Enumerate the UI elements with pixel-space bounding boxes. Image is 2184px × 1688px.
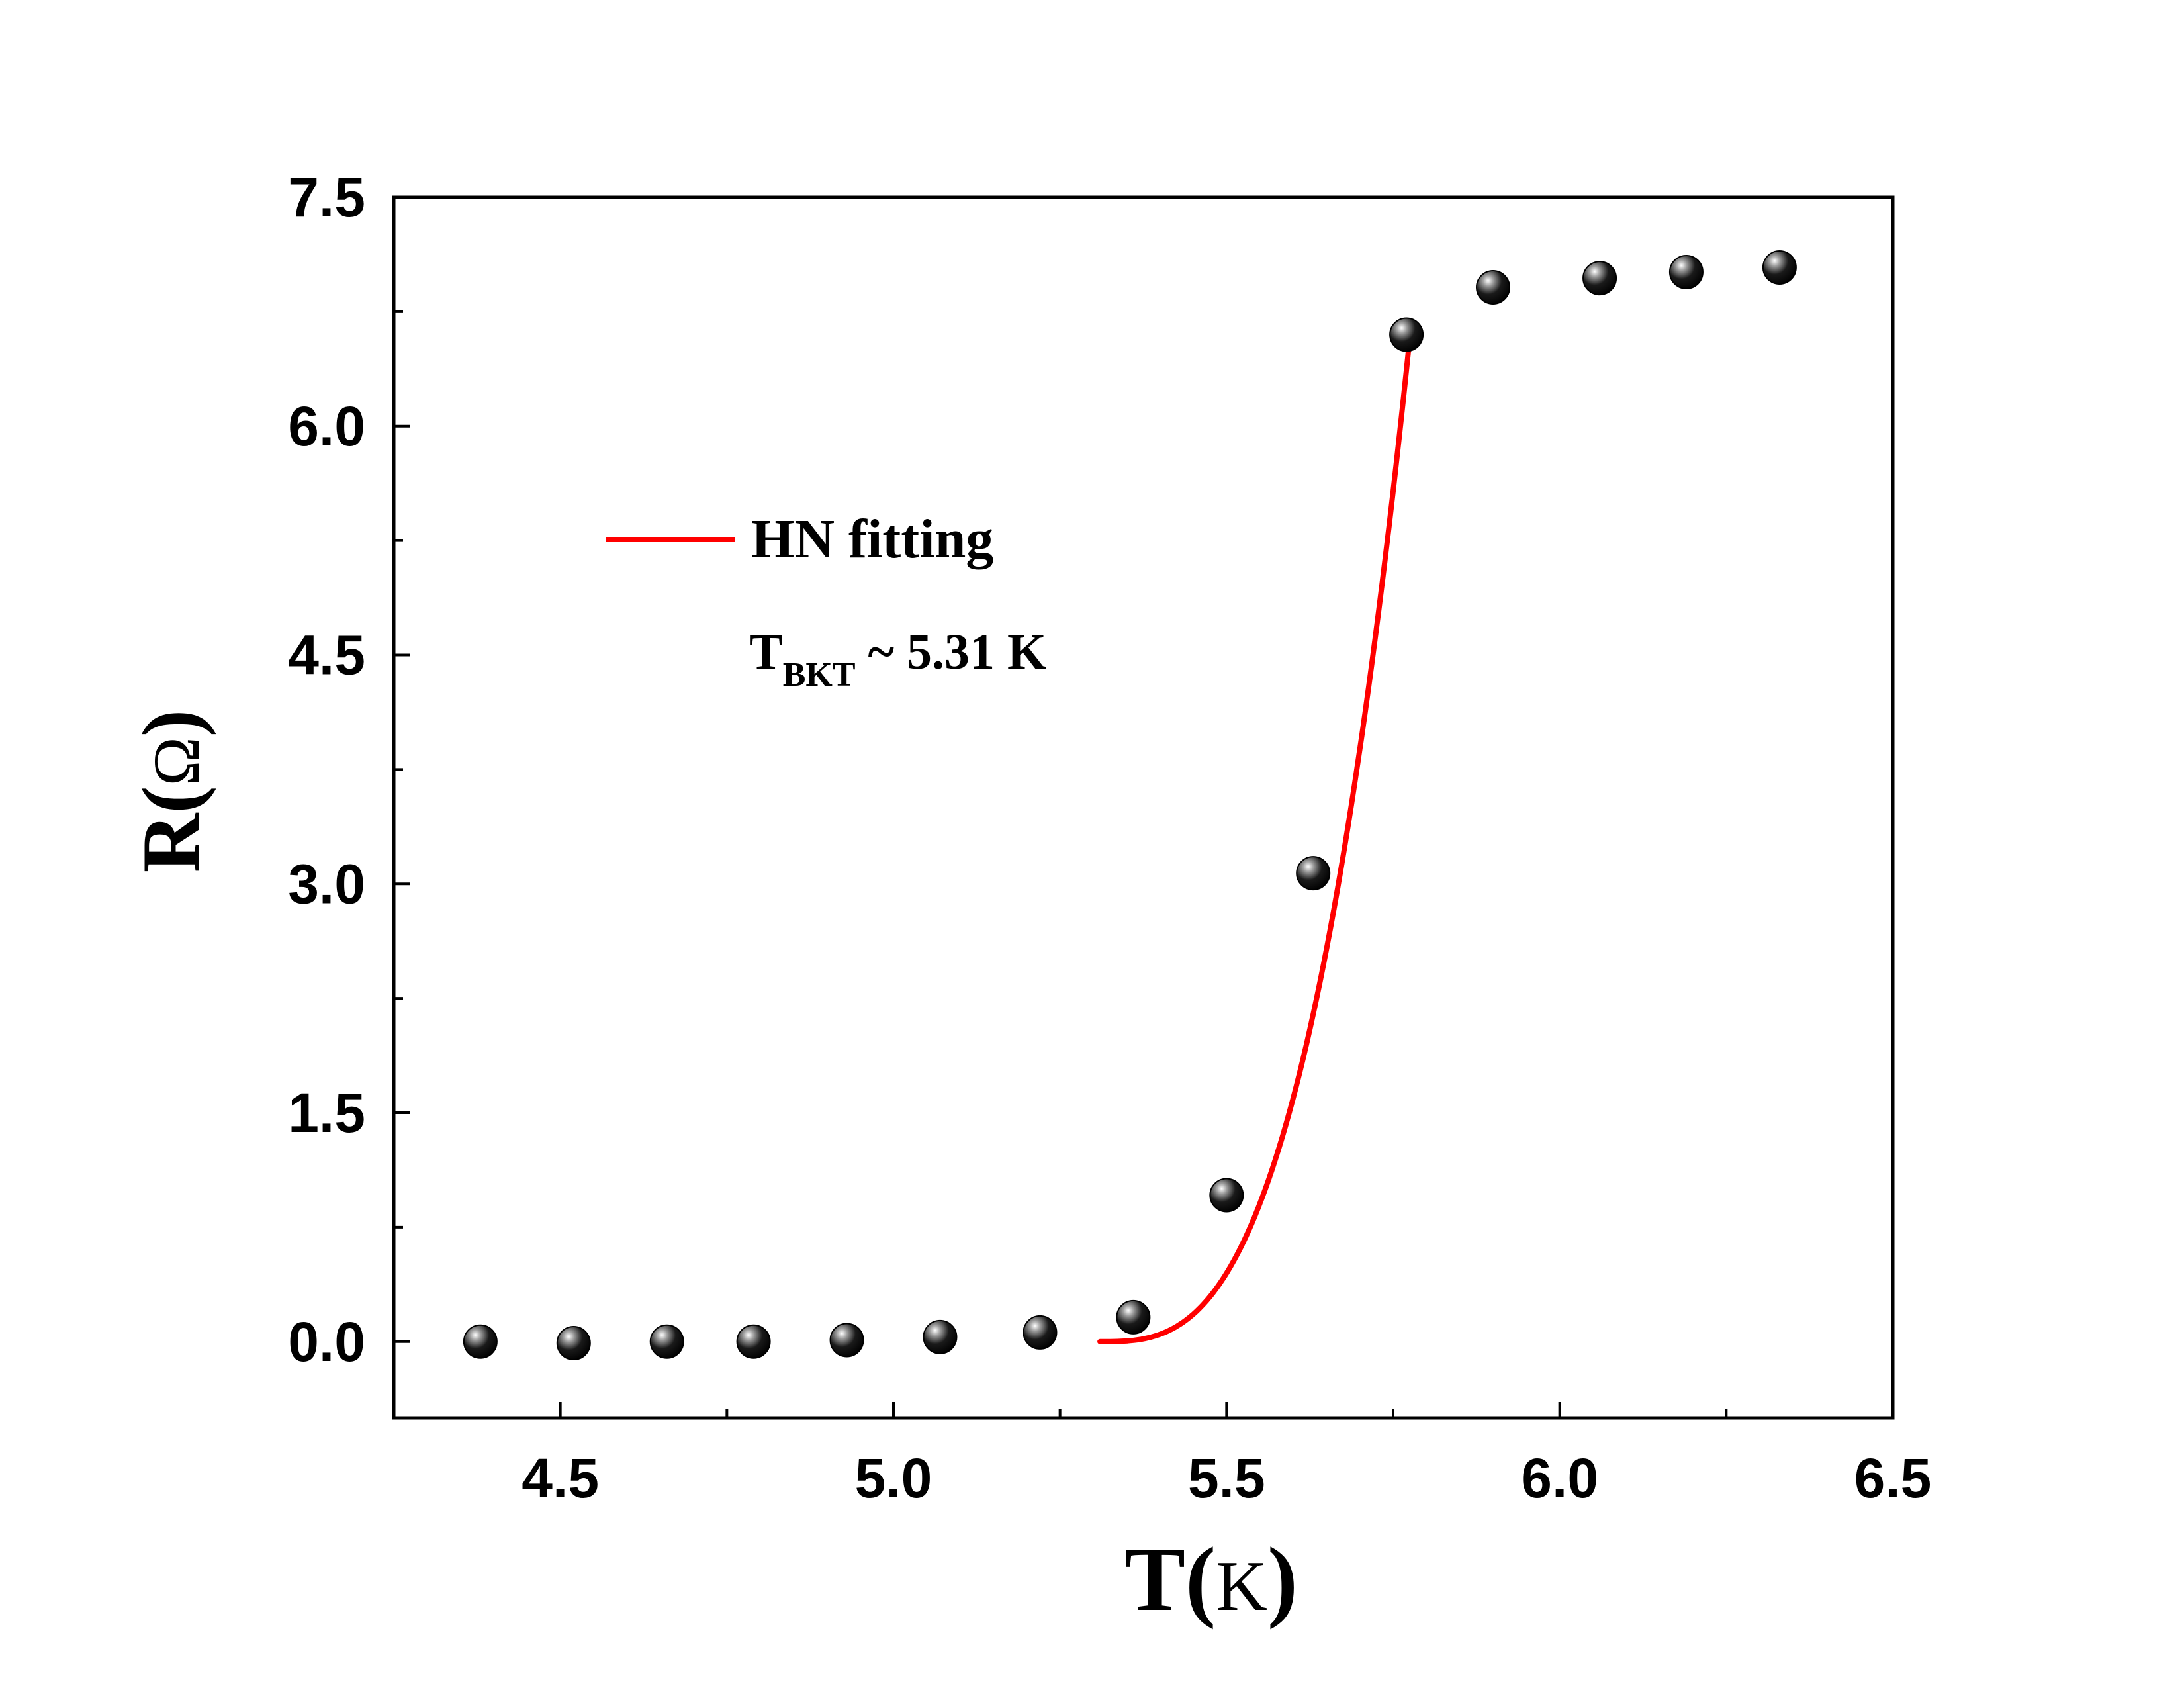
y-tick-label: 3.0 [288, 853, 365, 915]
data-point [463, 1324, 498, 1359]
x-tick-label: 5.5 [1188, 1447, 1265, 1509]
y-tick-label: 1.5 [288, 1082, 365, 1144]
data-point [1209, 1178, 1244, 1213]
y-tick-label: 6.0 [288, 395, 365, 457]
data-point [736, 1324, 771, 1359]
data-point [1476, 269, 1510, 305]
x-axis-tick-labels: 4.5 5.0 5.5 6.0 6.5 [522, 1447, 1931, 1509]
data-point [1296, 856, 1331, 891]
x-tick-label: 4.5 [522, 1447, 599, 1509]
y-axis-tick-labels: 0.0 1.5 3.0 4.5 6.0 7.5 [288, 166, 365, 1373]
y-tick-label: 0.0 [288, 1311, 365, 1373]
data-points [463, 250, 1797, 1361]
x-tick-label: 6.0 [1521, 1447, 1598, 1509]
x-tick-label: 5.0 [855, 1447, 933, 1509]
data-point [649, 1324, 684, 1359]
plot-frame [392, 195, 1895, 1420]
y-tick-label: 7.5 [288, 166, 365, 228]
data-point [1389, 317, 1424, 352]
data-point [1023, 1315, 1058, 1350]
x-axis-title: T(K) [1124, 1528, 1298, 1630]
tbkt-annotation: TBKT ~ 5.31 K [749, 624, 1046, 694]
data-point [1762, 250, 1797, 285]
data-point [1116, 1299, 1151, 1335]
data-point [556, 1326, 591, 1361]
x-tick-label: 6.5 [1854, 1447, 1932, 1509]
data-point [1582, 261, 1617, 296]
y-axis-title: R(Ω) [126, 710, 216, 872]
hn-fit-curve [1097, 335, 1413, 1344]
y-axis-ticks [394, 196, 410, 1343]
x-axis-ticks [392, 1402, 1894, 1418]
data-point [923, 1319, 958, 1354]
y-tick-label: 4.5 [288, 624, 365, 686]
data-point [1668, 254, 1704, 289]
legend: HN fitting [606, 508, 993, 570]
data-point [829, 1323, 864, 1358]
legend-label: HN fitting [751, 508, 993, 570]
